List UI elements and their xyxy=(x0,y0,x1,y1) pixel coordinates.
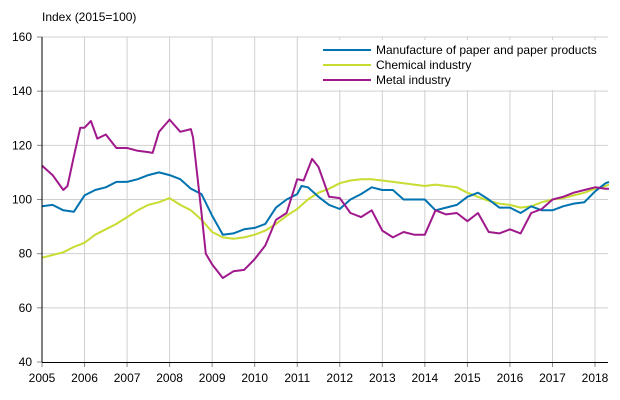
legend-label-0: Manufacture of paper and paper products xyxy=(376,43,597,57)
y-tick-label: 100 xyxy=(12,193,32,207)
x-tick-label: 2014 xyxy=(411,371,438,385)
x-tick-label: 2015 xyxy=(454,371,481,385)
x-tick-label: 2016 xyxy=(497,371,524,385)
x-tick-label: 2013 xyxy=(369,371,396,385)
y-tick-label: 40 xyxy=(19,355,33,369)
x-tick-label: 2017 xyxy=(539,371,566,385)
series-line-2 xyxy=(41,118,609,279)
x-tick-label: 2011 xyxy=(284,371,310,385)
x-tick-label: 2010 xyxy=(241,371,268,385)
x-tick-label: 2008 xyxy=(156,371,183,385)
x-tick-label: 2018 xyxy=(582,371,609,385)
y-tick-label: 120 xyxy=(12,138,32,152)
series-lines xyxy=(41,118,610,279)
y-tick-label: 80 xyxy=(19,247,33,261)
y-tick-label: 140 xyxy=(12,84,32,98)
axes: 40 60 80 100 120 140 160 2005 2006 2007 2008 2009 20… xyxy=(12,30,609,385)
y-tick-label: 160 xyxy=(12,30,32,44)
legend-label-1: Chemical industry xyxy=(376,58,471,72)
x-tick-label: 2006 xyxy=(71,371,98,385)
x-tick-label: 2009 xyxy=(199,371,226,385)
y-axis-label: Index (2015=100) xyxy=(42,10,136,24)
y-tick-label: 60 xyxy=(19,301,33,315)
series-line-1 xyxy=(41,178,610,259)
series-line-0 xyxy=(41,171,610,236)
legend-label-2: Metal industry xyxy=(376,73,451,87)
x-tick-label: 2012 xyxy=(326,371,353,385)
x-tick-label: 2007 xyxy=(114,371,141,385)
x-tick-label: 2005 xyxy=(29,371,56,385)
legend: Manufacture of paper and paper productsC… xyxy=(318,40,608,90)
